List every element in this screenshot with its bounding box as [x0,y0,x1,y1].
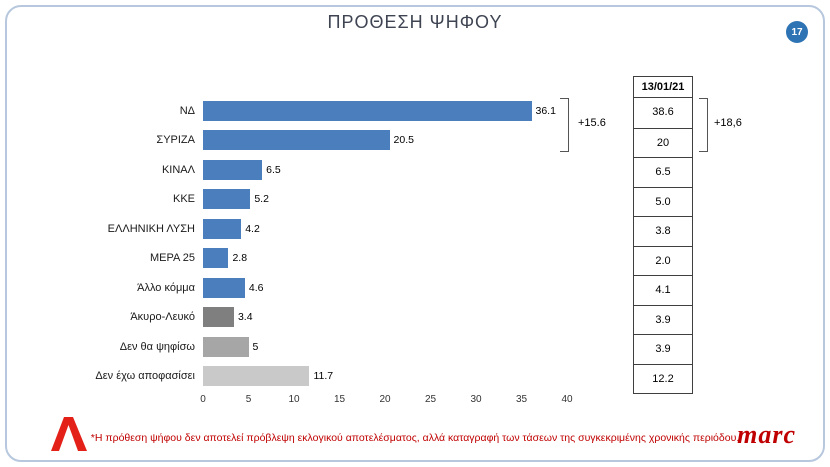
bar [203,189,251,210]
bar-value-label: 6.5 [266,163,281,176]
difference-label-previous: +18,6 [714,117,742,129]
bar-value-label: 3.4 [237,311,253,324]
bar-track: 4.6 [203,277,583,298]
bar-value-label: 11.7 [313,370,334,383]
category-label: Δεν θα ψηφίσω [119,340,195,353]
x-tick-label: 35 [515,394,528,405]
difference-label-current: +15.6 [578,117,606,129]
category-label: Άλλο κόμμα [137,281,195,294]
bar-track: 2.8 [203,248,583,269]
alpha-tv-logo [48,414,88,454]
x-tick-label: 0 [200,394,206,405]
category-label: ΕΛΛΗΝΙΚΗ ΛΥΣΗ [107,222,195,235]
bar-row: ΣΥΡΙΖΑ 20.5 [0,126,583,156]
previous-value-cell: 3.8 [634,216,692,246]
category-label: Δεν έχω αποφασίσει [95,370,195,383]
category-label: ΣΥΡΙΖΑ [156,134,195,147]
previous-value-cell: 2.0 [634,245,692,276]
bar [203,218,242,239]
x-tick-label: 10 [288,394,300,405]
previous-wave-table: 13/01/21 38.6 20 6.5 5.0 3.8 2.0 4.1 3.9 3.9 12.2 [633,76,693,394]
x-tick-label: 15 [333,394,346,405]
bar-rows: ΝΔ 36.1 ΣΥΡΙΖΑ 20.5 ΚΙΝΑΛ 6.5 ΚΚΕ 5.2 ΕΛΛΗΝΙΚΗ Λ… [0,96,583,391]
category-label: ΚΙΝΑΛ [161,163,195,176]
previous-value-cell: 38.6 [652,106,674,118]
bar-track: 6.5 [203,159,583,180]
bar [203,366,310,387]
bar-value-label: 2.8 [232,252,248,265]
category-label: Άκυρο-Λευκό [130,311,195,324]
x-tick-label: 40 [561,394,573,405]
previous-value-cell: 3.9 [634,334,692,364]
previous-value-cell: 4.1 [634,275,692,305]
bar-value-label: 5 [252,340,259,353]
category-label: ΜΕΡΑ 25 [149,252,195,265]
bar-track: 4.2 [203,218,583,239]
page-number-badge: 17 [786,21,808,43]
bar-value-label: 5.2 [254,193,269,206]
bar-row: Δεν έχω αποφασίσει 11.7 [0,362,583,392]
bar-track: 11.7 [203,366,583,387]
bar [203,336,249,357]
bar-track: 5.2 [203,189,583,210]
page-title: ΠΡΟΘΕΣΗ ΨΗΦΟΥ [327,12,503,32]
category-label: ΚΚΕ [172,193,195,206]
previous-value-cell: 6.5 [634,157,692,187]
difference-bracket-previous [699,98,708,152]
bar-track: 3.4 [203,307,583,328]
x-tick-label: 20 [379,394,391,405]
bar-row: Άλλο κόμμα 4.6 [0,273,583,303]
alpha-logo-icon [51,417,87,451]
bar-row: ΚΚΕ 5.2 [0,185,583,215]
footnote: *Η πρόθεση ψήφου δεν αποτελεί πρόβλεψη ε… [90,432,740,444]
bar-value-label: 36.1 [535,104,556,117]
bar-row: Άκυρο-Λευκό 3.4 [0,303,583,333]
x-tick-label: 25 [424,394,437,405]
x-tick-label: 30 [470,394,482,405]
bar-value-label: 4.6 [248,281,264,294]
bar [203,130,390,151]
bar-value-label: 4.2 [245,222,260,235]
bar-row: ΕΛΛΗΝΙΚΗ ΛΥΣΗ 4.2 [0,214,583,244]
bar-value-label: 20.5 [393,134,414,147]
marc-logo: marc [737,420,796,449]
bar [203,159,263,180]
previous-value-cell: 20 [634,127,692,158]
bar-row: ΝΔ 36.1 [0,96,583,126]
bar-track: 20.5 [203,130,583,151]
bar-row: Δεν θα ψηφίσω 5 [0,332,583,362]
x-axis: 0 5 10 15 20 25 30 35 40 [200,394,573,408]
bar-row: ΚΙΝΑΛ 6.5 [0,155,583,185]
category-label: ΝΔ [179,104,195,117]
bar [203,100,532,121]
bar [203,277,245,298]
bar [203,248,229,269]
previous-values: 38.6 20 6.5 5.0 3.8 2.0 4.1 3.9 3.9 12.2 [634,98,692,393]
previous-value-cell: 5.0 [634,186,692,217]
bar [203,307,234,328]
x-tick-label: 5 [245,394,252,405]
bar-row: ΜΕΡΑ 25 2.8 [0,244,583,274]
difference-bracket-current [560,98,569,152]
bar-track: 5 [203,336,583,357]
previous-value-cell: 3.9 [634,304,692,335]
page-number: 17 [791,26,803,38]
previous-date-header: 13/01/21 [634,77,692,98]
previous-value-cell: 12.2 [634,363,692,394]
bar-track: 36.1 [203,100,583,121]
